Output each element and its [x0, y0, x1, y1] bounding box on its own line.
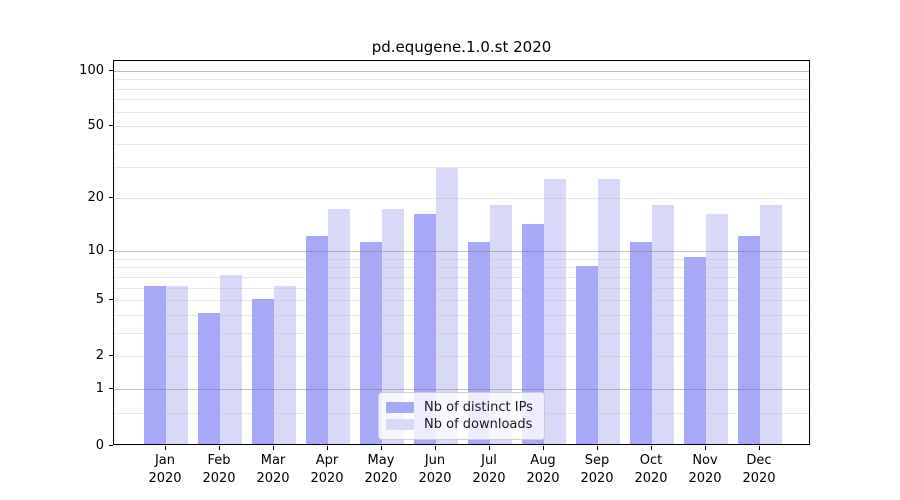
x-tick-mark-apr: [326, 446, 328, 450]
x-tick-mark-jan: [164, 446, 166, 450]
legend-label-downloads: Nb of downloads: [424, 417, 533, 432]
bar-downloads-aug: [544, 179, 566, 444]
x-tick-label-oct: Oct 2020: [634, 453, 668, 486]
gridline-70: [114, 99, 809, 101]
gridline-1: [114, 389, 809, 391]
bar-downloads-feb: [220, 275, 242, 444]
x-tick-mark-aug: [542, 446, 544, 450]
grid-layer: [114, 61, 809, 444]
y-tick-mark-5: [109, 299, 113, 300]
x-tick-label-jun: Jun 2020: [418, 453, 452, 486]
bar-distinct-ips-feb: [198, 313, 220, 444]
gridline-80: [114, 88, 809, 90]
x-tick-label-dec: Dec 2020: [742, 453, 776, 486]
legend-row-distinct-ips: Nb of distinct IPs: [386, 399, 535, 416]
gridline-2: [114, 356, 809, 358]
gridline-9: [114, 258, 809, 260]
x-tick-label-feb: Feb 2020: [202, 453, 236, 486]
plot-area: [113, 60, 810, 445]
y-tick-label-100: 100: [79, 62, 104, 78]
y-tick-mark-10: [109, 249, 113, 251]
gridline-5: [114, 300, 809, 301]
x-tick-mark-nov: [704, 446, 706, 450]
bar-distinct-ips-aug: [522, 224, 544, 444]
bar-downloads-jun: [436, 167, 458, 444]
bar-downloads-sep: [598, 179, 620, 444]
gridline-4: [114, 314, 809, 316]
y-tick-label-2: 2: [95, 348, 104, 364]
y-tick-mark-50: [109, 125, 113, 127]
bar-distinct-ips-oct: [630, 242, 652, 444]
x-tick-label-apr: Apr 2020: [310, 453, 344, 486]
gridline-90: [114, 79, 809, 81]
bar-downloads-apr: [328, 209, 350, 444]
y-tick-label-10: 10: [87, 242, 104, 258]
legend-swatch-distinct-ips: [386, 402, 414, 413]
y-tick-mark-1: [109, 388, 113, 390]
legend-swatch-downloads: [386, 419, 414, 430]
x-tick-label-jul: Jul 2020: [472, 453, 506, 486]
x-tick-mark-dec: [758, 446, 760, 450]
y-tick-mark-0: [109, 444, 113, 446]
x-tick-label-mar: Mar 2020: [256, 453, 290, 486]
y-tick-mark-2: [109, 355, 113, 357]
gridline-20: [114, 198, 809, 200]
bar-downloads-oct: [652, 204, 674, 444]
gridline-60: [114, 111, 809, 113]
bar-distinct-ips-jun: [414, 213, 436, 444]
bar-downloads-dec: [760, 204, 782, 444]
y-tick-label-0: 0: [95, 437, 104, 453]
bar-downloads-nov: [706, 213, 728, 444]
x-tick-mark-feb: [218, 446, 220, 450]
bar-distinct-ips-apr: [306, 235, 328, 444]
x-tick-mark-mar: [272, 446, 274, 450]
bars-layer: [114, 61, 809, 444]
y-tick-label-50: 50: [87, 118, 104, 134]
bar-distinct-ips-mar: [252, 298, 274, 444]
x-tick-label-sep: Sep 2020: [580, 453, 614, 486]
gridline-3: [114, 332, 809, 334]
x-tick-mark-may: [380, 446, 382, 450]
bar-distinct-ips-nov: [684, 257, 706, 444]
bar-distinct-ips-jan: [144, 286, 166, 444]
x-tick-label-may: May 2020: [364, 453, 398, 486]
bar-distinct-ips-dec: [738, 235, 760, 444]
x-tick-mark-sep: [596, 446, 598, 450]
gridline-100: [114, 70, 809, 72]
gridline-6: [114, 287, 809, 289]
x-tick-mark-oct: [650, 446, 652, 450]
y-tick-label-5: 5: [95, 292, 104, 307]
bar-downloads-may: [382, 209, 404, 444]
gridline-10: [114, 250, 809, 252]
bar-downloads-jan: [166, 286, 188, 444]
y-tick-mark-100: [109, 69, 113, 71]
bar-distinct-ips-sep: [576, 265, 598, 444]
x-tick-label-jan: Jan 2020: [148, 453, 182, 486]
gridline-50: [114, 126, 809, 128]
bar-distinct-ips-may: [360, 242, 382, 444]
gridline-30: [114, 166, 809, 168]
x-tick-mark-jul: [488, 446, 490, 450]
gridline-40: [114, 144, 809, 145]
chart-title: pd.equgene.1.0.st 2020: [371, 38, 552, 56]
bar-downloads-mar: [274, 286, 296, 444]
gridline-8: [114, 267, 809, 269]
x-tick-label-nov: Nov 2020: [688, 453, 722, 486]
y-tick-mark-20: [109, 197, 113, 199]
legend-row-downloads: Nb of downloads: [386, 416, 535, 433]
y-tick-label-20: 20: [87, 190, 104, 206]
legend-label-distinct-ips: Nb of distinct IPs: [424, 400, 533, 415]
bar-downloads-jul: [490, 204, 512, 444]
y-tick-label-1: 1: [95, 381, 104, 397]
gridline-7: [114, 276, 809, 278]
legend: Nb of distinct IPs Nb of downloads: [378, 392, 545, 440]
x-tick-mark-jun: [434, 446, 436, 450]
x-tick-label-aug: Aug 2020: [526, 453, 560, 486]
